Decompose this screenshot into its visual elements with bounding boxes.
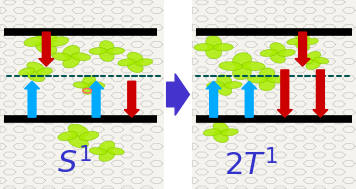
FancyArrow shape — [206, 81, 221, 117]
Ellipse shape — [224, 82, 242, 88]
Ellipse shape — [100, 41, 114, 52]
Ellipse shape — [99, 151, 115, 161]
Ellipse shape — [82, 84, 96, 94]
FancyArrow shape — [89, 81, 104, 117]
Ellipse shape — [127, 62, 143, 72]
Ellipse shape — [73, 82, 89, 88]
Ellipse shape — [203, 129, 220, 136]
Ellipse shape — [213, 122, 228, 133]
Ellipse shape — [259, 78, 275, 91]
Ellipse shape — [52, 53, 71, 60]
Ellipse shape — [303, 38, 318, 45]
Ellipse shape — [58, 132, 77, 141]
Ellipse shape — [37, 68, 52, 76]
Ellipse shape — [295, 33, 310, 42]
Ellipse shape — [89, 82, 105, 88]
FancyBboxPatch shape — [192, 0, 356, 189]
Ellipse shape — [36, 29, 57, 42]
Text: $2T^1$: $2T^1$ — [224, 149, 278, 182]
Ellipse shape — [89, 148, 106, 155]
Ellipse shape — [295, 41, 310, 51]
Ellipse shape — [68, 124, 89, 137]
Ellipse shape — [233, 53, 251, 67]
Ellipse shape — [242, 62, 265, 70]
Ellipse shape — [213, 132, 228, 143]
Ellipse shape — [217, 75, 232, 86]
Ellipse shape — [19, 68, 35, 76]
Ellipse shape — [47, 37, 69, 46]
Ellipse shape — [136, 59, 153, 66]
FancyArrow shape — [313, 70, 328, 117]
FancyArrow shape — [39, 32, 54, 66]
Ellipse shape — [82, 76, 96, 86]
Ellipse shape — [24, 37, 46, 46]
Ellipse shape — [314, 57, 329, 64]
Ellipse shape — [99, 141, 115, 152]
Ellipse shape — [68, 136, 89, 148]
Ellipse shape — [214, 44, 233, 51]
Ellipse shape — [89, 48, 107, 54]
Ellipse shape — [278, 49, 295, 57]
Ellipse shape — [100, 50, 114, 61]
Ellipse shape — [233, 65, 251, 80]
Ellipse shape — [298, 57, 313, 64]
Ellipse shape — [118, 59, 135, 66]
Ellipse shape — [107, 48, 125, 54]
Ellipse shape — [206, 36, 221, 48]
Ellipse shape — [219, 62, 242, 70]
Ellipse shape — [270, 43, 285, 54]
FancyArrow shape — [295, 32, 310, 66]
Ellipse shape — [247, 76, 267, 83]
FancyArrow shape — [25, 81, 40, 117]
Ellipse shape — [27, 72, 44, 81]
Text: $S^1$: $S^1$ — [57, 147, 92, 180]
Ellipse shape — [259, 68, 275, 80]
Ellipse shape — [306, 60, 321, 70]
Ellipse shape — [287, 38, 302, 45]
FancyArrow shape — [242, 81, 257, 117]
Ellipse shape — [79, 132, 99, 141]
FancyArrow shape — [277, 70, 292, 117]
Ellipse shape — [306, 51, 321, 61]
Ellipse shape — [217, 84, 232, 95]
FancyArrow shape — [167, 74, 189, 115]
Ellipse shape — [127, 52, 143, 63]
Ellipse shape — [206, 46, 221, 59]
Ellipse shape — [260, 49, 277, 57]
Ellipse shape — [36, 41, 57, 55]
Ellipse shape — [63, 46, 80, 57]
Ellipse shape — [27, 62, 44, 72]
Ellipse shape — [107, 148, 124, 155]
FancyBboxPatch shape — [0, 0, 164, 189]
Ellipse shape — [194, 44, 214, 51]
FancyArrow shape — [124, 81, 139, 117]
Ellipse shape — [270, 52, 285, 63]
Ellipse shape — [72, 53, 90, 60]
Ellipse shape — [267, 76, 287, 83]
Ellipse shape — [206, 82, 224, 88]
Ellipse shape — [63, 56, 80, 68]
Ellipse shape — [221, 129, 238, 136]
